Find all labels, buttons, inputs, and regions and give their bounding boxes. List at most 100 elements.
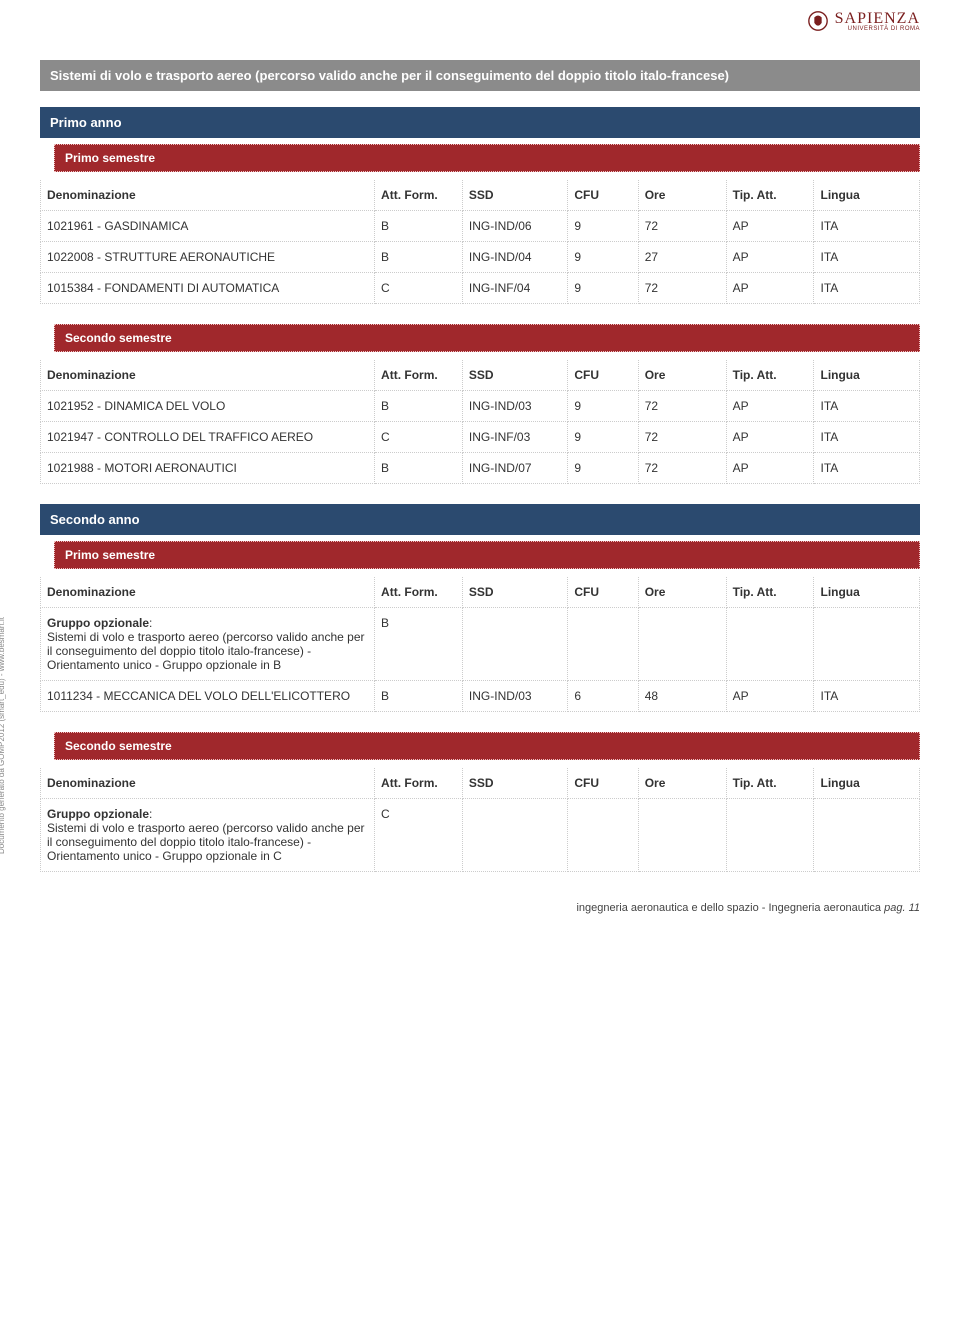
group-row: Gruppo opzionale: Sistemi di volo e tras… (41, 608, 920, 681)
y2s1-body: 1011234 - MECCANICA DEL VOLO DELL'ELICOT… (41, 681, 920, 712)
col-denom: Denominazione (41, 577, 375, 608)
col-ssd: SSD (462, 180, 567, 211)
cell-denom: 1021947 - CONTROLLO DEL TRAFFICO AEREO (41, 422, 375, 453)
year1-sem1-header: Primo semestre (54, 144, 920, 172)
cell-denom: 1021952 - DINAMICA DEL VOLO (41, 391, 375, 422)
year1-sem2-header: Secondo semestre (54, 324, 920, 352)
cell-tip: AP (726, 681, 814, 712)
cell-ore: 72 (638, 273, 726, 304)
cell-att: B (375, 608, 463, 681)
cell-ore (638, 799, 726, 872)
table-header-row: Denominazione Att. Form. SSD CFU Ore Tip… (41, 180, 920, 211)
cell-tip (726, 799, 814, 872)
cell-cfu (568, 608, 638, 681)
col-ssd: SSD (462, 360, 567, 391)
table-row: 1015384 - FONDAMENTI DI AUTOMATICA C ING… (41, 273, 920, 304)
col-lang: Lingua (814, 360, 920, 391)
cell-lang (814, 799, 920, 872)
cell-tip: AP (726, 242, 814, 273)
year2-sem2-table: Denominazione Att. Form. SSD CFU Ore Tip… (40, 768, 920, 872)
group-desc: Sistemi di volo e trasporto aereo (perco… (47, 821, 365, 863)
cell-ssd: ING-INF/03 (462, 422, 567, 453)
col-ore: Ore (638, 768, 726, 799)
cell-ore (638, 608, 726, 681)
year1-sem1-table: Denominazione Att. Form. SSD CFU Ore Tip… (40, 180, 920, 304)
year2-sem1-header: Primo semestre (54, 541, 920, 569)
cell-att: B (375, 453, 463, 484)
col-att: Att. Form. (375, 768, 463, 799)
col-cfu: CFU (568, 577, 638, 608)
generator-credit: Documento generato da GOMP2012 (smart_ed… (0, 617, 6, 854)
page-label: pag. (884, 902, 905, 914)
cell-ore: 72 (638, 453, 726, 484)
col-cfu: CFU (568, 768, 638, 799)
col-lang: Lingua (814, 180, 920, 211)
cell-lang: ITA (814, 211, 920, 242)
cell-ssd: ING-IND/04 (462, 242, 567, 273)
cell-ore: 72 (638, 422, 726, 453)
cell-group-denom: Gruppo opzionale: Sistemi di volo e tras… (41, 799, 375, 872)
cell-ore: 27 (638, 242, 726, 273)
cell-denom: 1021961 - GASDINAMICA (41, 211, 375, 242)
page-footer: ingegneria aeronautica e dello spazio - … (40, 902, 920, 914)
cell-tip: AP (726, 422, 814, 453)
cell-ssd: ING-IND/03 (462, 681, 567, 712)
cell-ssd: ING-IND/06 (462, 211, 567, 242)
cell-ssd (462, 608, 567, 681)
group-desc: Sistemi di volo e trasporto aereo (perco… (47, 630, 365, 672)
cell-denom: 1015384 - FONDAMENTI DI AUTOMATICA (41, 273, 375, 304)
y1s1-body: 1021961 - GASDINAMICA B ING-IND/06 9 72 … (41, 211, 920, 304)
group-row: Gruppo opzionale: Sistemi di volo e tras… (41, 799, 920, 872)
university-logo: SAPIENZA UNIVERSITÀ DI ROMA (807, 10, 920, 32)
logo-subtitle: UNIVERSITÀ DI ROMA (835, 26, 920, 32)
cell-tip (726, 608, 814, 681)
cell-tip: AP (726, 273, 814, 304)
year2-sem2-header: Secondo semestre (54, 732, 920, 760)
cell-tip: AP (726, 453, 814, 484)
cell-cfu: 9 (568, 211, 638, 242)
cell-lang: ITA (814, 453, 920, 484)
year1-header: Primo anno (40, 107, 920, 138)
year1-sem2-table: Denominazione Att. Form. SSD CFU Ore Tip… (40, 360, 920, 484)
col-cfu: CFU (568, 180, 638, 211)
group-label: Gruppo opzionale (47, 616, 149, 630)
col-denom: Denominazione (41, 768, 375, 799)
cell-lang: ITA (814, 681, 920, 712)
col-ore: Ore (638, 360, 726, 391)
cell-ssd (462, 799, 567, 872)
year2-sem1-table: Denominazione Att. Form. SSD CFU Ore Tip… (40, 577, 920, 712)
cell-att: C (375, 273, 463, 304)
cell-denom: 1021988 - MOTORI AERONAUTICI (41, 453, 375, 484)
cell-lang: ITA (814, 242, 920, 273)
table-header-row: Denominazione Att. Form. SSD CFU Ore Tip… (41, 768, 920, 799)
cell-tip: AP (726, 211, 814, 242)
cell-att: B (375, 242, 463, 273)
cell-att: B (375, 681, 463, 712)
table-row: 1011234 - MECCANICA DEL VOLO DELL'ELICOT… (41, 681, 920, 712)
cell-group-denom: Gruppo opzionale: Sistemi di volo e tras… (41, 608, 375, 681)
col-denom: Denominazione (41, 360, 375, 391)
col-lang: Lingua (814, 577, 920, 608)
table-row: 1021961 - GASDINAMICA B ING-IND/06 9 72 … (41, 211, 920, 242)
col-ore: Ore (638, 577, 726, 608)
col-att: Att. Form. (375, 180, 463, 211)
cell-cfu: 9 (568, 391, 638, 422)
cell-lang: ITA (814, 422, 920, 453)
col-ssd: SSD (462, 577, 567, 608)
table-row: 1021988 - MOTORI AERONAUTICI B ING-IND/0… (41, 453, 920, 484)
cell-denom: 1022008 - STRUTTURE AERONAUTICHE (41, 242, 375, 273)
cell-cfu: 9 (568, 453, 638, 484)
footer-text: ingegneria aeronautica e dello spazio - … (576, 902, 881, 914)
cell-att: C (375, 799, 463, 872)
page-number: 11 (909, 902, 920, 914)
cell-cfu: 9 (568, 273, 638, 304)
col-denom: Denominazione (41, 180, 375, 211)
col-tip: Tip. Att. (726, 768, 814, 799)
col-lang: Lingua (814, 768, 920, 799)
cell-ssd: ING-IND/03 (462, 391, 567, 422)
y1s2-body: 1021952 - DINAMICA DEL VOLO B ING-IND/03… (41, 391, 920, 484)
cell-cfu: 9 (568, 242, 638, 273)
cell-att: C (375, 422, 463, 453)
table-header-row: Denominazione Att. Form. SSD CFU Ore Tip… (41, 360, 920, 391)
col-tip: Tip. Att. (726, 577, 814, 608)
